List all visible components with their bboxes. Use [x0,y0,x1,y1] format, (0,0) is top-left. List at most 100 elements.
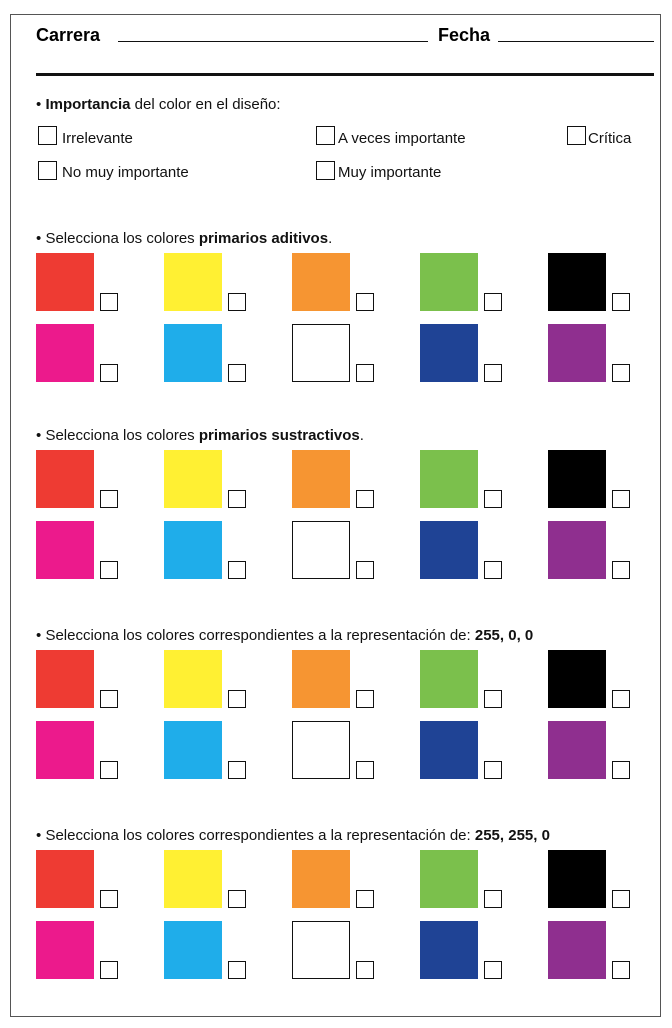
option-label: A veces importante [338,130,466,147]
checkbox[interactable] [100,690,118,708]
color-swatch [36,650,94,708]
checkbox[interactable] [356,761,374,779]
color-swatch [164,521,222,579]
checkbox[interactable] [484,293,502,311]
date-line[interactable] [498,41,654,42]
color-swatch [292,521,350,579]
color-swatch [292,921,350,979]
checkbox[interactable] [612,890,630,908]
checkbox[interactable] [356,561,374,579]
color-swatch [548,253,606,311]
color-swatch [292,450,350,508]
question-text: Selecciona los colores [45,427,195,444]
career-line[interactable] [118,41,428,42]
checkbox[interactable] [612,761,630,779]
checkbox[interactable] [612,490,630,508]
color-swatch [36,721,94,779]
color-swatch [292,650,350,708]
color-swatch [36,253,94,311]
checkbox[interactable] [100,561,118,579]
checkbox[interactable] [228,561,246,579]
checkbox[interactable] [100,364,118,382]
checkbox[interactable] [100,890,118,908]
checkbox[interactable] [356,490,374,508]
color-swatch [36,521,94,579]
checkbox[interactable] [484,761,502,779]
checkbox[interactable] [100,761,118,779]
bullet: • [36,827,42,844]
checkbox[interactable] [38,161,57,180]
color-swatch [164,921,222,979]
color-swatch [420,721,478,779]
color-swatch [292,850,350,908]
checkbox[interactable] [484,961,502,979]
checkbox[interactable] [228,961,246,979]
checkbox[interactable] [38,126,57,145]
checkbox[interactable] [612,364,630,382]
option-label: Irrelevante [62,130,133,147]
bold-text: 255, 0, 0 [474,627,534,644]
page-border [10,14,661,1017]
checkbox[interactable] [228,364,246,382]
question-title: • Selecciona los colores primarios sustr… [36,427,364,444]
checkbox[interactable] [100,490,118,508]
color-swatch [548,450,606,508]
checkbox[interactable] [356,961,374,979]
checkbox[interactable] [100,293,118,311]
checkbox[interactable] [228,293,246,311]
checkbox[interactable] [228,690,246,708]
option-label: Muy importante [338,164,442,181]
checkbox[interactable] [567,126,586,145]
checkbox[interactable] [316,161,335,180]
color-swatch [292,324,350,382]
color-swatch [292,253,350,311]
bullet: • [36,427,42,444]
color-swatch [164,721,222,779]
color-swatch [292,721,350,779]
bold-text: primarios aditivos [198,230,329,247]
checkbox[interactable] [356,364,374,382]
checkbox[interactable] [228,761,246,779]
checkbox[interactable] [484,690,502,708]
color-swatch [164,324,222,382]
bold-text: 255, 255, 0 [474,827,550,844]
checkbox[interactable] [484,890,502,908]
color-swatch [420,253,478,311]
bullet: • [36,96,42,113]
checkbox[interactable] [356,690,374,708]
career-label: Carrera [36,25,101,45]
bullet: • [36,230,42,247]
question-text: Selecciona los colores correspondientes … [45,827,471,844]
checkbox[interactable] [356,293,374,311]
checkbox[interactable] [100,961,118,979]
checkbox[interactable] [228,490,246,508]
color-swatch [548,324,606,382]
question-text: Selecciona los colores [45,230,195,247]
color-swatch [420,921,478,979]
color-swatch [164,450,222,508]
question-title: • Selecciona los colores correspondiente… [36,627,533,644]
checkbox[interactable] [228,890,246,908]
question-text: Selecciona los colores correspondientes … [45,627,471,644]
checkbox[interactable] [316,126,335,145]
checkbox[interactable] [612,293,630,311]
checkbox[interactable] [612,690,630,708]
color-swatch [164,850,222,908]
color-swatch [36,921,94,979]
end-text: . [359,427,364,444]
color-swatch [420,521,478,579]
question-title: • Selecciona los colores primarios aditi… [36,230,332,247]
color-swatch [420,324,478,382]
checkbox[interactable] [612,961,630,979]
checkbox[interactable] [484,490,502,508]
bold-text: primarios sustractivos [198,427,360,444]
color-swatch [36,324,94,382]
color-swatch [420,850,478,908]
checkbox[interactable] [484,561,502,579]
checkbox[interactable] [356,890,374,908]
bullet: • [36,627,42,644]
checkbox[interactable] [484,364,502,382]
checkbox[interactable] [612,561,630,579]
color-swatch [548,721,606,779]
